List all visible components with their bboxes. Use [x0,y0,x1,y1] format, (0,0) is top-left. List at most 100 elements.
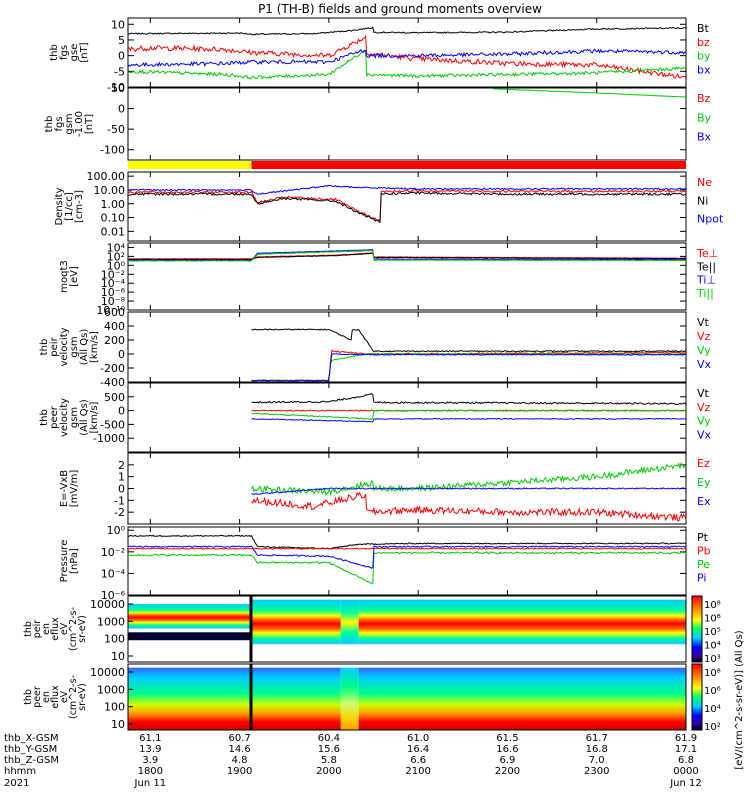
panel-frame [127,663,687,731]
y-axis-label: fgs [54,116,65,131]
y-axis-label: [1/cc] [64,192,75,221]
y-axis-label: fgs [59,45,70,60]
panel-frame [127,17,687,88]
colorbar-tick-label: 10⁸ [704,668,721,679]
colorbar-label: [eV/(cm^2-s-sr-eV)] (All Qs) [734,630,745,769]
series-peer-velocity-2 [251,409,687,420]
ephemeris-value: 2300 [584,766,609,777]
series-e-field-2 [251,487,687,495]
spectrogram-band [251,596,341,662]
y-axis-label: Density [54,187,65,225]
y-tick-label: 10⁰ [107,524,126,537]
legend-peir-velocity-2: Vy [697,344,711,357]
y-axis-label: (cm^2-s- [68,675,79,719]
series-fgs-gse-3 [127,48,687,68]
spectrogram-band [128,632,252,641]
legend-moqt3-2: Ti⊥ [696,274,716,287]
legend-density-2: Npot [697,213,724,226]
spectrogram-panels: 10000100010010thbpeirenefluxeV(cm^2-s-sr… [23,595,687,731]
y-tick-label: -1000 [93,432,125,445]
y-tick-label: 1.00 [101,198,126,211]
colorbar-tick-label: 10⁶ [704,686,721,697]
series-pressure-2 [127,551,687,584]
y-axis-label: [nT] [79,42,90,62]
ephemeris-value: 1900 [227,766,252,777]
y-axis-label: sr-eV) [77,683,88,711]
spectrogram-band [358,596,686,662]
y-tick-label: 50 [111,82,125,95]
ephemeris-row-label: thb_Y-GSM [4,744,57,755]
y-axis-label: peir [49,336,60,356]
ephemeris-value: 61.5 [496,733,518,744]
colorbar-tick-label: 10⁴ [704,641,721,652]
ephemeris-table: thb_X-GSM 61.1 60.7 60.4 61.0 61.5 61.7 61.9 thb… [4,733,702,789]
y-tick-label: 10⁻⁶ [101,589,126,602]
y-axis-label: thb [23,689,34,705]
y-tick-label: 10⁻¹⁰ [96,304,125,317]
ephemeris-value: 0000 [673,766,698,777]
series-peir-velocity-0 [251,328,687,353]
series-fgs-gse-2 [128,50,687,80]
legend-pressure-0: Pt [697,531,709,544]
y-tick-label: 0 [118,348,125,361]
y-tick-label: 10⁻⁴ [101,277,126,290]
y-axis-label: thb [49,44,60,61]
panel-frame [127,526,687,596]
y-tick-label: 10² [107,250,125,263]
colorbar-tick-label: 10⁸ [704,600,721,611]
legend-e-field-1: Ey [697,476,711,489]
legend-pressure-2: Pe [697,558,710,571]
ephemeris-year: 2021 [4,778,29,789]
status-segment-yellow [128,161,252,169]
y-axis-label: [nPa] [69,548,80,574]
y-tick-label: -100 [100,144,125,157]
series-pressure-1 [127,547,687,550]
legend-fgs-gsm-0: Bz [697,92,711,105]
y-axis-label: Pressure [59,540,70,583]
series-peer-velocity-0 [251,393,687,405]
legend-peir-velocity-0: Vt [697,316,710,329]
ephemeris-value: 6.9 [499,755,515,766]
panel-e-field: 210-1-2 E=-VxB [mV/m] Ez Ey Ex [59,452,711,525]
ephemeris-value: 16.4 [407,744,429,755]
series-moqt3-1 [128,252,687,261]
colorbars: 10⁸ 10⁶ 10⁵ 10⁴ 10³ 10⁸ 10⁶ 10⁴ 10² [eV/(cm^2-s-s… [691,595,745,770]
y-tick-label: 1000 [97,615,125,628]
y-axis-label: [cm-3] [74,190,85,223]
panel-frame [127,171,687,242]
y-tick-label: 0 [118,483,125,496]
ephemeris-value: 61.0 [407,733,429,744]
series-density-0 [127,189,687,223]
legend-fgs-gse-0: Bt [697,22,710,35]
y-axis-label: moqt3 [59,260,70,293]
y-axis-label: velocity [59,327,70,366]
ephemeris-value: 5.8 [321,755,337,766]
y-tick-label: 200 [104,334,125,347]
y-tick-label: 10⁻⁶ [101,286,126,299]
data-gap-marker [249,664,253,730]
ephemeris-date-end: Jun 12 [669,778,702,789]
y-axis-label: eflux [50,617,61,641]
y-tick-label: 10⁰ [107,259,126,272]
y-axis-label: (All Qs) [79,329,90,366]
y-tick-label: 10 [111,18,125,31]
ephemeris-value: 4.8 [232,755,248,766]
series-fgs-gse-0 [127,26,687,36]
legend-peer-velocity-2: Vy [697,415,711,428]
ephemeris-row-label: hhmm [4,766,36,777]
y-tick-label: 10000 [90,666,125,679]
ephemeris-value: 17.1 [675,744,697,755]
data-gap-marker [249,596,253,662]
legend-density-0: Ne [697,176,712,189]
y-axis-label: en [41,623,52,635]
y-tick-label: 10⁻² [101,268,125,281]
y-tick-label: -50 [107,123,125,136]
series-e-field-0 [251,491,687,522]
ephemeris-value: 2100 [405,766,430,777]
series-peir-velocity-2 [251,353,687,382]
spectrogram-band [128,664,252,730]
